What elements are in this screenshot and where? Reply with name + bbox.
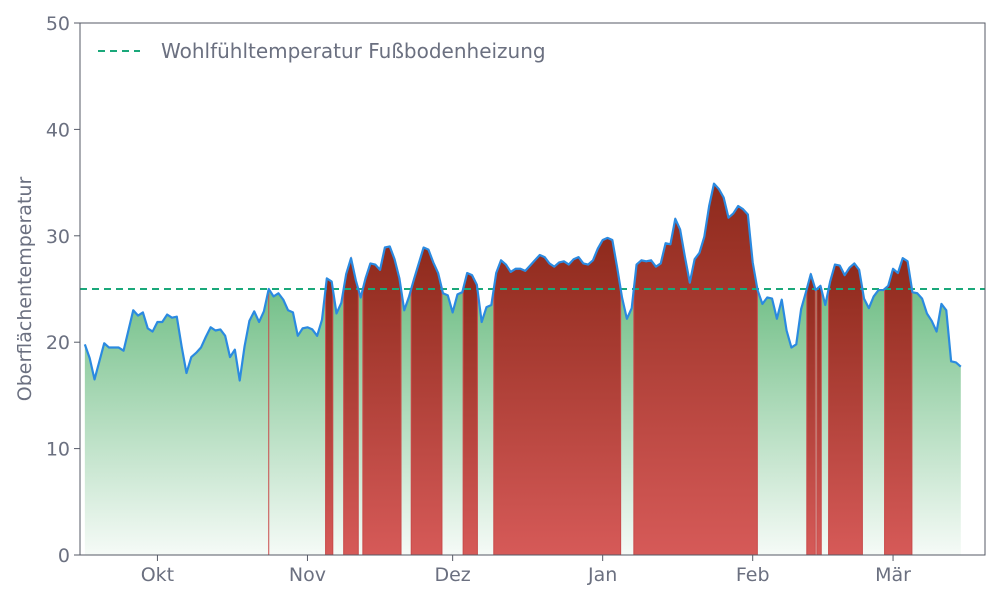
area-above-fill-2 <box>343 256 359 555</box>
legend-label-threshold: Wohlfühltemperatur Fußbodenheizung <box>161 39 546 63</box>
y-tick-label-30: 30 <box>46 226 70 248</box>
area-above-fill-4 <box>410 246 443 555</box>
temperature-line <box>83 182 962 382</box>
x-tick-label-2: Dez <box>434 564 470 586</box>
area-above-fill-1 <box>325 277 334 555</box>
area-above-fill-9 <box>816 284 822 555</box>
axes: 0 10 20 30 40 50 Okt Nov Dez Jan Feb Mär <box>46 13 911 586</box>
x-tick-label-4: Feb <box>736 564 770 586</box>
x-tick-label-3: Jan <box>587 564 617 586</box>
area-above-fill-10 <box>828 262 863 555</box>
y-tick-label-10: 10 <box>46 439 70 461</box>
area-above-fill-5 <box>462 272 478 555</box>
y-axis-title: Oberflächentemperatur <box>14 177 36 402</box>
area-above-fill-3 <box>362 245 402 555</box>
area-above-fill-6 <box>493 237 622 555</box>
plot-frame <box>79 22 986 556</box>
x-tick-label-0: Okt <box>141 564 174 586</box>
y-tick-label-50: 50 <box>46 13 70 35</box>
area-above-fill-8 <box>806 272 816 555</box>
y-tick-label-0: 0 <box>58 545 70 567</box>
plot-area <box>80 182 985 555</box>
y-tick-label-40: 40 <box>46 119 70 141</box>
y-tick-label-20: 20 <box>46 332 70 354</box>
legend: Wohlfühltemperatur Fußbodenheizung <box>98 39 546 63</box>
x-tick-label-1: Nov <box>289 564 326 586</box>
x-tick-label-5: Mär <box>875 564 911 586</box>
area-above-fill-11 <box>884 257 913 555</box>
